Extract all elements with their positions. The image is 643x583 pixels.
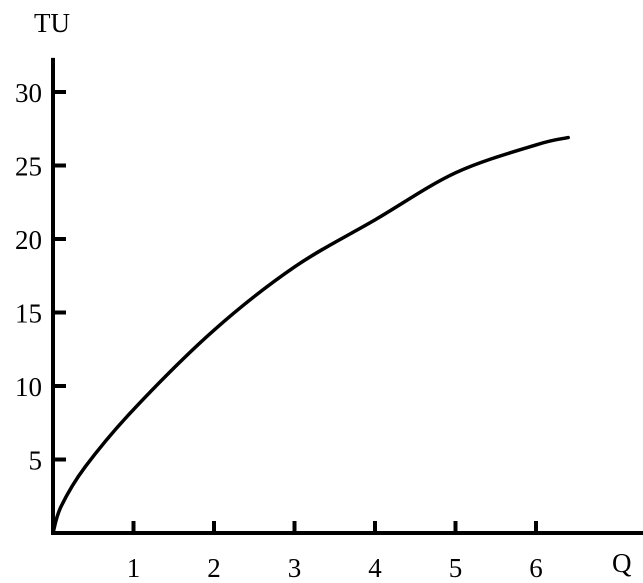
y-tick-label: 25 [15, 152, 42, 182]
x-axis-label: Q [612, 548, 632, 578]
y-tick-label: 10 [15, 372, 42, 402]
x-tick-label: 1 [127, 553, 141, 583]
y-tick-label: 5 [29, 446, 43, 476]
y-tick-label: 15 [15, 299, 42, 329]
x-tick-label: 6 [529, 553, 543, 583]
x-tick-label: 4 [368, 553, 382, 583]
x-tick-label: 3 [288, 553, 302, 583]
x-tick-label: 2 [207, 553, 221, 583]
y-tick-label: 30 [15, 78, 42, 108]
y-axis-label: TU [34, 8, 70, 38]
x-tick-label: 5 [449, 553, 463, 583]
tu-curve [51, 135, 570, 535]
y-tick-label: 20 [15, 225, 42, 255]
